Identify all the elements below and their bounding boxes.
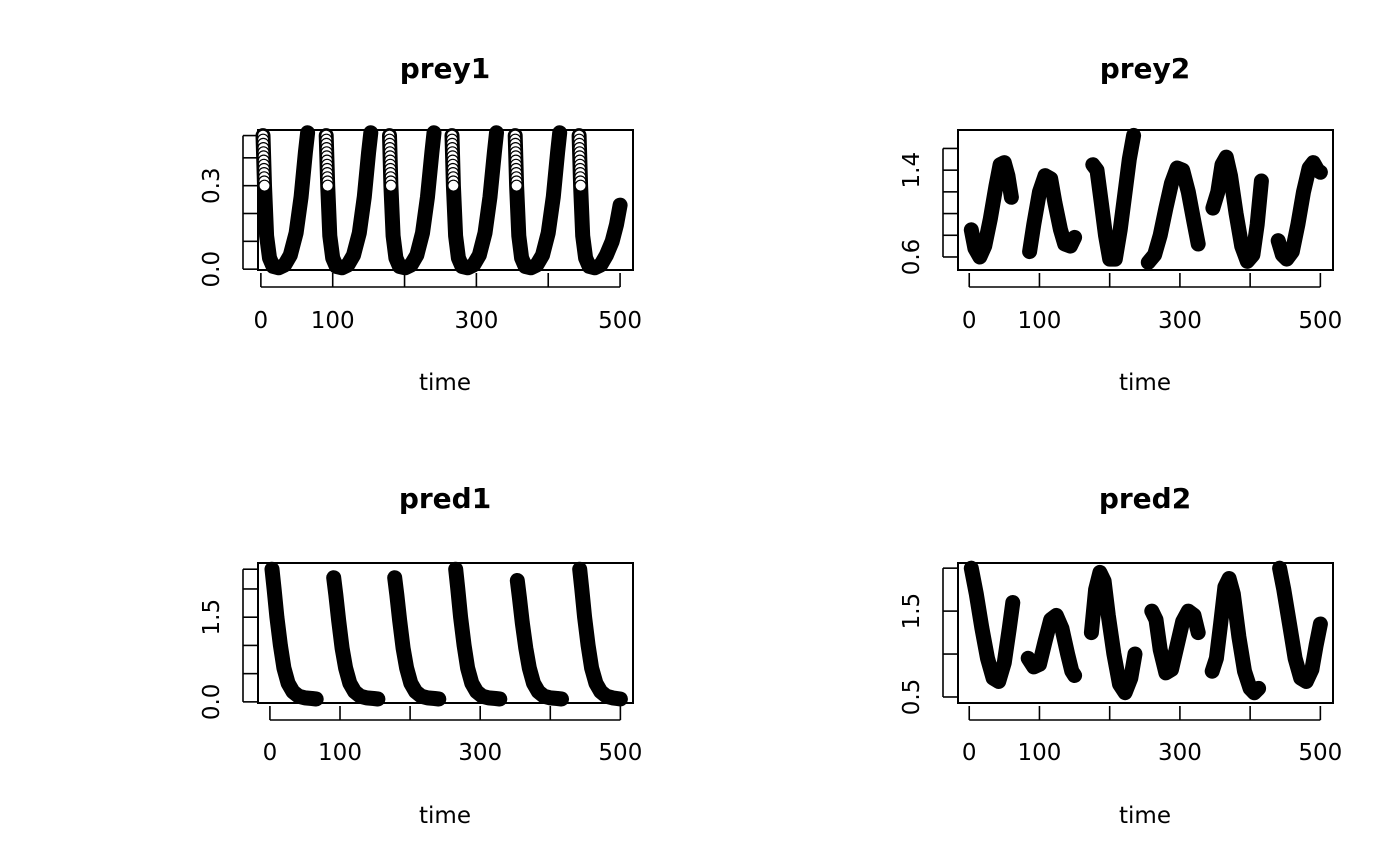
x-tick-label: 500 — [598, 308, 642, 334]
x-tick-label: 300 — [1158, 308, 1202, 334]
series-line — [509, 573, 569, 707]
x-tick-label: 0 — [263, 740, 278, 766]
y-tick-label: 1.4 — [899, 152, 925, 189]
x-tick-label: 0 — [254, 308, 269, 334]
series-line — [963, 560, 1021, 689]
y-tick-label: 0.0 — [199, 251, 225, 288]
y-tick-label: 0.5 — [899, 679, 925, 716]
series-line — [255, 125, 316, 276]
data-point — [510, 179, 523, 192]
series-line — [387, 570, 447, 707]
x-tick-label: 100 — [1018, 308, 1062, 334]
x-tick-label: 0 — [962, 740, 977, 766]
series-line — [318, 125, 379, 276]
x-axis-label: time — [1119, 370, 1171, 396]
panel-pred2: pred2 time 0 100 300 500 0.5 1.5 — [899, 482, 1342, 829]
panel-prey1: prey1 time 0 100 300 500 0.0 0.3 — [199, 52, 642, 396]
y-tick-label: 0.3 — [199, 167, 225, 204]
series-line — [1140, 160, 1206, 270]
x-tick-label: 100 — [318, 740, 362, 766]
series-line — [1205, 149, 1269, 269]
panel-pred1: pred1 time 0 100 300 500 0.0 1.5 — [199, 482, 642, 829]
x-axis-label: time — [419, 803, 471, 829]
y-tick-label: 1.5 — [899, 593, 925, 630]
panel-prey2: prey2 time 0 100 300 500 0.6 1.4 — [899, 52, 1342, 396]
plot-frame — [957, 129, 1334, 271]
x-axis-label: time — [419, 370, 471, 396]
x-tick-label: 300 — [454, 308, 498, 334]
series-line — [507, 125, 568, 276]
series-line — [1144, 603, 1206, 681]
x-tick-label: 0 — [962, 308, 977, 334]
data-point — [447, 179, 460, 192]
plot-frame — [957, 562, 1334, 704]
x-tick-label: 100 — [311, 308, 355, 334]
panel-title: prey1 — [400, 52, 491, 85]
data-point — [574, 179, 587, 192]
x-axis-label: time — [1119, 803, 1171, 829]
series-line — [1083, 564, 1143, 701]
series-line — [1204, 571, 1267, 701]
x-tick-label: 300 — [458, 740, 502, 766]
data-point — [384, 179, 397, 192]
series-line — [264, 561, 324, 707]
x-tick-label: 500 — [1298, 308, 1342, 334]
panel-title: prey2 — [1100, 52, 1191, 85]
x-tick-label: 300 — [1158, 740, 1202, 766]
series-line — [382, 125, 442, 276]
x-tick-label: 500 — [1298, 740, 1342, 766]
panel-title: pred1 — [399, 482, 491, 515]
y-tick-label: 0.0 — [199, 684, 225, 721]
y-tick-label: 1.5 — [199, 599, 225, 636]
series-line — [1022, 168, 1083, 260]
x-tick-label: 500 — [598, 740, 642, 766]
y-tick-label: 0.6 — [899, 239, 925, 276]
x-tick-label: 100 — [1018, 740, 1062, 766]
series-line — [326, 570, 386, 707]
series-line — [1272, 560, 1328, 689]
data-point — [258, 179, 271, 192]
series-line — [1020, 607, 1083, 683]
series-line — [571, 128, 628, 276]
series-line — [1270, 155, 1328, 267]
series-line — [1085, 127, 1142, 267]
series-line — [448, 561, 508, 707]
series-line — [572, 561, 628, 707]
plot-frame — [257, 562, 634, 704]
data-point — [321, 179, 334, 192]
series-line — [963, 155, 1019, 265]
series-line — [444, 125, 504, 276]
panel-title: pred2 — [1099, 482, 1191, 515]
